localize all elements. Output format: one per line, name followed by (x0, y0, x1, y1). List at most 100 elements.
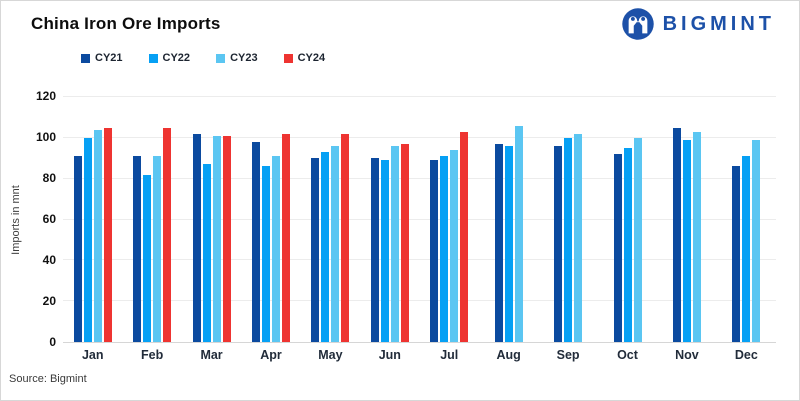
y-tick-20: 20 (42, 294, 56, 308)
gridline-120 (63, 96, 776, 97)
bar-CY22-Apr (261, 166, 270, 342)
bar-CY21-Jun (370, 158, 379, 342)
x-label-Jul: Jul (440, 348, 459, 362)
bar-CY23-Mar (212, 135, 221, 342)
bar-CY23-Feb (153, 156, 162, 342)
legend-item-CY21: CY21 (81, 52, 123, 64)
brand-logo: BIGMINT (621, 7, 775, 41)
bar-CY24-Jul (460, 131, 469, 342)
bar-CY24-Feb (163, 127, 172, 342)
bar-CY22-Jan (83, 137, 92, 342)
bar-CY23-Dec (752, 139, 761, 342)
x-label-Feb: Feb (141, 348, 164, 362)
legend-label: CY23 (230, 52, 258, 64)
bar-CY22-Jun (380, 160, 389, 342)
bar-CY21-Mar (192, 133, 201, 342)
bar-CY23-Sep (574, 133, 583, 342)
x-label-Sep: Sep (556, 348, 580, 362)
x-label-Aug: Aug (496, 348, 521, 362)
bar-CY23-Jan (93, 129, 102, 342)
bar-CY24-Apr (281, 133, 290, 342)
bar-group-Sep (538, 97, 597, 342)
y-tick-120: 120 (35, 89, 56, 103)
bar-CY22-Nov (682, 139, 691, 342)
bar-CY21-Sep (554, 146, 563, 342)
bar-CY22-Aug (504, 146, 513, 342)
bar-CY21-Apr (251, 141, 260, 342)
x-axis-labels: Jan Feb Mar Apr May Jun Jul Aug Sep Oct Nov Dec (63, 348, 776, 362)
plot-area (63, 96, 776, 343)
gridline-80 (63, 177, 776, 179)
bar-group-Nov (657, 97, 716, 342)
bar-CY22-Feb (143, 174, 152, 342)
bar-CY23-Nov (692, 131, 701, 342)
bar-CY23-Jul (450, 150, 459, 342)
x-label-Nov: Nov (675, 348, 699, 362)
legend-item-CY22: CY22 (148, 52, 191, 64)
legend-item-CY24: CY24 (283, 52, 326, 64)
bar-group-Apr (241, 97, 300, 342)
bar-CY23-May (331, 146, 340, 342)
x-label-Jun: Jun (378, 348, 401, 362)
x-label-Dec: Dec (734, 348, 758, 362)
bar-group-Feb (122, 97, 181, 342)
x-label-Mar: Mar (200, 348, 223, 362)
bar-CY22-Dec (742, 156, 751, 342)
y-tick-100: 100 (35, 130, 56, 144)
x-label-Oct: Oct (617, 348, 638, 362)
bar-CY24-Jun (400, 143, 409, 342)
legend: CY21 CY22 CY23 CY24 (81, 52, 325, 64)
bar-CY21-Oct (613, 154, 622, 342)
bigmint-logo-icon (621, 8, 654, 40)
y-tick-40: 40 (42, 253, 56, 267)
legend-label: CY24 (297, 52, 326, 64)
legend-label: CY22 (162, 52, 191, 64)
gridline-40 (63, 259, 776, 261)
brand-name: BIGMINT (662, 12, 775, 35)
legend-item-CY23: CY23 (216, 52, 258, 64)
y-tick-80: 80 (42, 171, 56, 185)
bar-CY21-Jul (430, 160, 439, 342)
x-label-May: May (318, 348, 343, 362)
bar-group-Jul (420, 97, 479, 342)
bar-group-Jan (63, 97, 122, 342)
bar-CY21-May (311, 158, 320, 342)
x-label-Apr: Apr (260, 348, 282, 362)
y-tick-0: 0 (49, 335, 56, 349)
gridline-60 (63, 218, 776, 220)
gridline-20 (63, 300, 776, 302)
legend-swatch-icon (216, 53, 226, 63)
source-note: Source: Bigmint (9, 373, 87, 385)
page-title: China Iron Ore Imports (31, 14, 221, 33)
bar-CY22-Sep (564, 137, 573, 342)
bar-CY22-Jul (440, 156, 449, 342)
bar-CY21-Dec (732, 166, 741, 342)
y-tick-60: 60 (42, 212, 56, 226)
bar-CY24-Jan (103, 127, 112, 342)
bar-CY22-Mar (202, 164, 211, 342)
legend-swatch-icon (148, 53, 158, 63)
bar-group-Dec (717, 97, 776, 342)
bar-group-May (301, 97, 360, 342)
bar-CY21-Feb (133, 156, 142, 342)
legend-label: CY21 (95, 52, 123, 64)
bar-group-Jun (360, 97, 419, 342)
bar-group-Oct (598, 97, 657, 342)
bar-CY23-Aug (514, 125, 523, 342)
bar-CY21-Nov (672, 127, 681, 342)
bar-group-Mar (182, 97, 241, 342)
bar-CY21-Aug (494, 143, 503, 342)
bar-CY24-Mar (222, 135, 231, 342)
bar-CY22-Oct (623, 148, 632, 342)
gridline-100 (63, 136, 776, 138)
x-label-Jan: Jan (81, 348, 104, 362)
legend-swatch-icon (283, 53, 293, 63)
bar-groups (63, 97, 776, 342)
legend-swatch-icon (81, 53, 90, 63)
bar-CY22-May (321, 152, 330, 342)
bar-CY23-Jun (390, 146, 399, 342)
bar-group-Aug (479, 97, 538, 342)
bar-CY23-Oct (633, 137, 642, 342)
bar-CY23-Apr (271, 156, 280, 342)
